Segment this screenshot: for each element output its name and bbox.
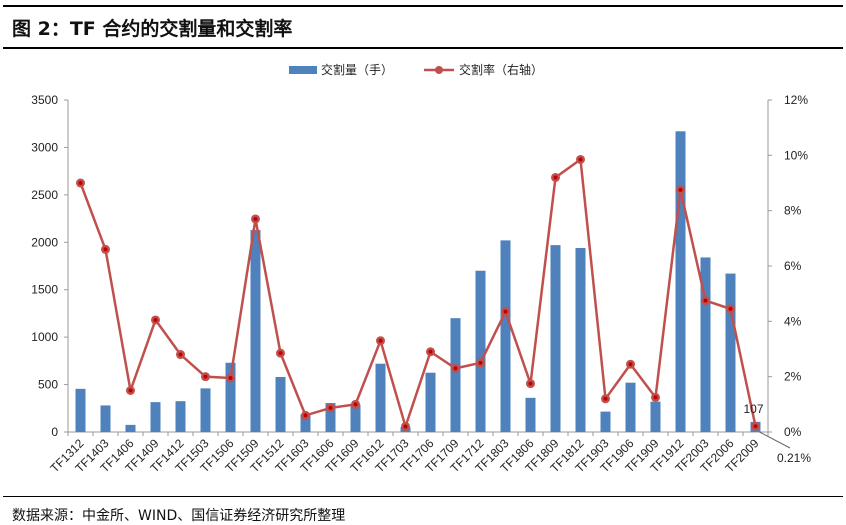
title-rule (3, 47, 843, 49)
bar-TF1809 (550, 245, 561, 432)
bar-TF1312 (75, 388, 86, 432)
legend-line-label: 交割率（右轴） (459, 62, 543, 77)
rate-marker-dot (453, 366, 458, 371)
y-tick-label: 2500 (31, 188, 58, 202)
y2-tick-label: 0% (784, 425, 802, 439)
bar-TF1706 (425, 372, 436, 432)
y2-tick-label: 8% (784, 204, 802, 218)
y2-tick-label: 6% (784, 259, 802, 273)
rate-marker-dot (328, 405, 333, 410)
legend-bar-swatch (289, 66, 317, 74)
bottom-rule (3, 496, 843, 497)
bar-TF1909 (650, 401, 661, 432)
bar-TF1409 (150, 402, 161, 432)
y-tick-label: 500 (38, 378, 58, 392)
rate-marker-dot (178, 352, 183, 357)
rate-marker-dot (628, 362, 633, 367)
rate-marker-dot (203, 374, 208, 379)
bar-TF1506 (225, 362, 236, 432)
rate-marker-dot (428, 349, 433, 354)
bar-TF1606 (325, 403, 336, 432)
bar-TF2006 (725, 273, 736, 432)
y2-tick-label: 2% (784, 370, 802, 384)
rate-marker-dot (578, 157, 583, 162)
rate-line (79, 157, 757, 431)
rate-marker-dot (378, 338, 383, 343)
bar-TF1806 (525, 397, 536, 432)
bar-TF1803 (500, 240, 511, 432)
bar-TF1712 (475, 270, 486, 432)
bar-TF1403 (100, 405, 111, 432)
rate-marker-dot (103, 247, 108, 252)
y2-tick-label: 10% (784, 148, 808, 162)
rate-marker-dot (753, 424, 758, 429)
rate-marker-dot (403, 424, 408, 429)
figure-title: 图 2：TF 合约的交割量和交割率 (12, 18, 293, 40)
y-tick-label: 3000 (31, 140, 58, 154)
rate-marker-dot (653, 395, 658, 400)
annotation-leader (759, 431, 791, 449)
rate-marker-dot (553, 175, 558, 180)
rate-marker-dot (603, 396, 608, 401)
rate-marker-dot (78, 181, 83, 185)
bar-TF1512 (275, 376, 286, 432)
bar-TF1603 (300, 414, 311, 432)
y-tick-label: 2000 (31, 235, 58, 249)
rate-marker-dot (503, 309, 508, 314)
y2-tick-label: 4% (784, 314, 802, 328)
bar-TF1503 (200, 388, 211, 432)
rate-marker-dot (153, 317, 158, 322)
bar-TF1406 (125, 424, 136, 432)
bar-TF1709 (450, 318, 461, 432)
annotation-rate: 0.21% (777, 451, 811, 465)
rate-marker-dot (678, 187, 683, 192)
y-tick-label: 1500 (31, 283, 58, 297)
bar-TF1412 (175, 401, 186, 432)
y-tick-label: 0 (51, 425, 58, 439)
rate-marker-dot (703, 298, 708, 303)
rate-marker-dot (228, 376, 233, 381)
legend-bar-label: 交割量（手） (321, 62, 393, 77)
rate-marker-dot (278, 351, 283, 356)
bar-TF1906 (625, 382, 636, 432)
rate-marker-dot (353, 402, 358, 407)
rate-marker-dot (528, 381, 533, 386)
annotation-volume: 107 (743, 402, 763, 416)
rate-marker-dot (728, 306, 733, 311)
bar-TF1903 (600, 411, 611, 432)
top-rule (3, 5, 843, 7)
y-tick-label: 3500 (31, 93, 58, 107)
source-note: 数据来源：中金所、WIND、国信证券经济研究所整理 (12, 508, 346, 524)
bar-TF1812 (575, 247, 586, 432)
bar-TF1912 (675, 131, 686, 432)
rate-marker-dot (253, 216, 258, 221)
bar-TF1609 (350, 404, 361, 432)
bar-TF1509 (250, 229, 261, 432)
bar-TF1612 (375, 363, 386, 432)
bar-TF2003 (700, 257, 711, 432)
rate-marker-dot (303, 413, 308, 418)
rate-marker-dot (128, 388, 133, 393)
rate-marker-dot (478, 360, 483, 365)
legend-line-marker (435, 66, 443, 74)
y-tick-label: 1000 (31, 330, 58, 344)
y2-tick-label: 12% (784, 93, 808, 107)
